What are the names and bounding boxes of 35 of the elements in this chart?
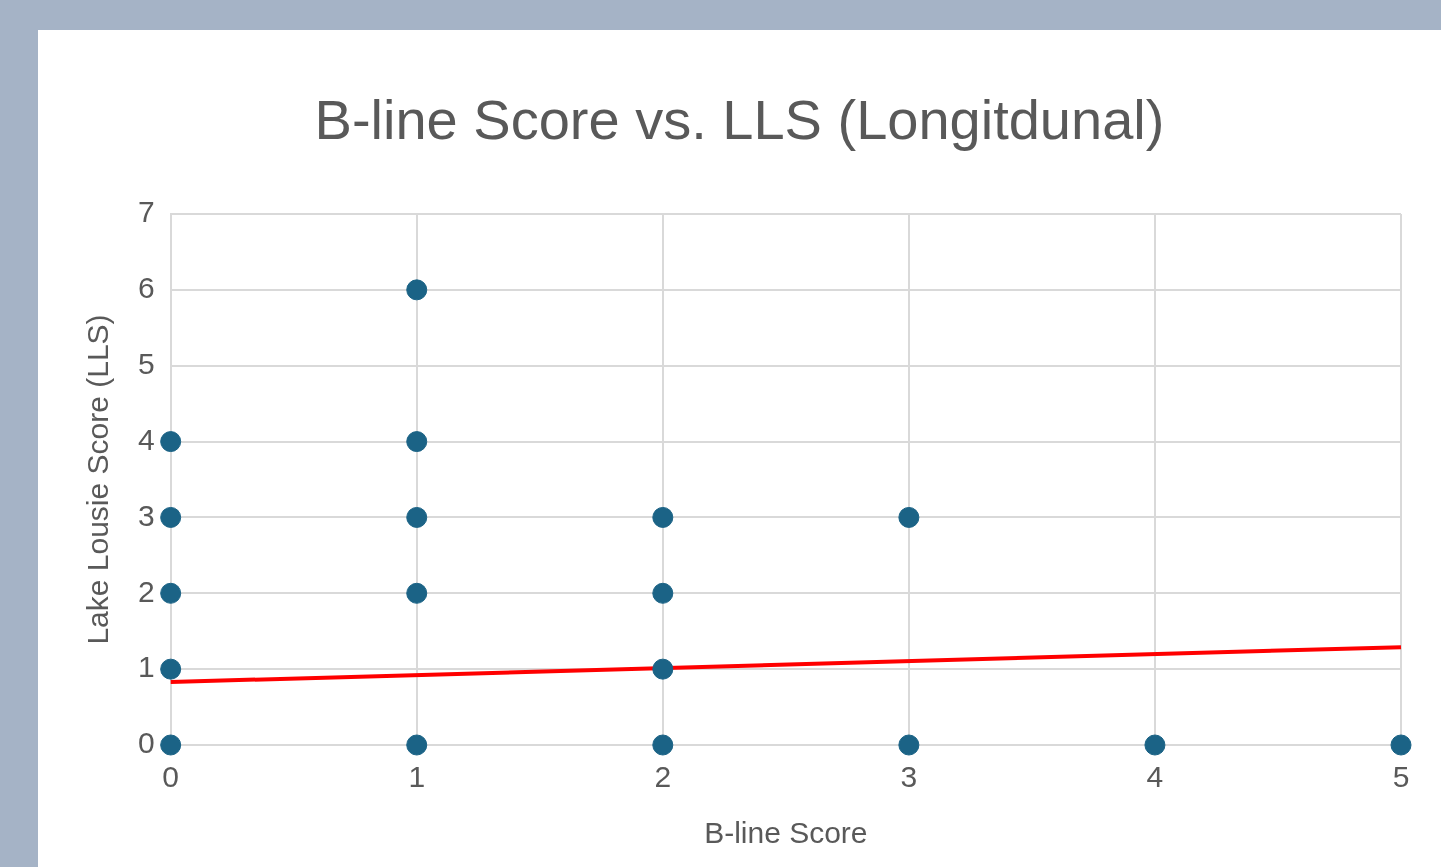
point — [160, 431, 182, 453]
point — [406, 279, 428, 301]
point — [160, 506, 182, 528]
y-tick-label: 1 — [138, 650, 155, 684]
point — [1390, 734, 1412, 756]
point — [406, 582, 428, 604]
y-tick-label: 3 — [138, 498, 155, 532]
chart-title: B-line Score vs. LLS (Longitdunal) — [313, 88, 1166, 151]
point — [652, 582, 674, 604]
y-axis-title: Lake Lousie Score (LLS) — [81, 314, 115, 645]
point — [652, 734, 674, 756]
x-tick-label: 1 — [408, 760, 426, 794]
y-tick-label: 5 — [138, 346, 155, 380]
x-tick-label: 4 — [1146, 760, 1164, 794]
point — [160, 658, 182, 680]
y-tick-label: 2 — [138, 574, 155, 608]
point — [1144, 734, 1166, 756]
point — [406, 734, 428, 756]
x-axis-title: B-line Score — [704, 816, 868, 850]
y-tick-label: 7 — [138, 195, 155, 229]
x-tick-label: 5 — [1392, 760, 1410, 794]
point — [652, 658, 674, 680]
x-tick-label: 0 — [162, 760, 180, 794]
point — [898, 506, 920, 528]
point — [160, 734, 182, 756]
point — [160, 582, 182, 604]
x-tick-label: 2 — [654, 760, 672, 794]
point — [898, 734, 920, 756]
y-tick-label: 0 — [138, 726, 155, 760]
point — [652, 506, 674, 528]
y-tick-label: 6 — [138, 271, 155, 305]
point — [406, 506, 428, 528]
x-tick-label: 3 — [900, 760, 918, 794]
y-tick-label: 4 — [138, 422, 155, 456]
point — [406, 431, 428, 453]
